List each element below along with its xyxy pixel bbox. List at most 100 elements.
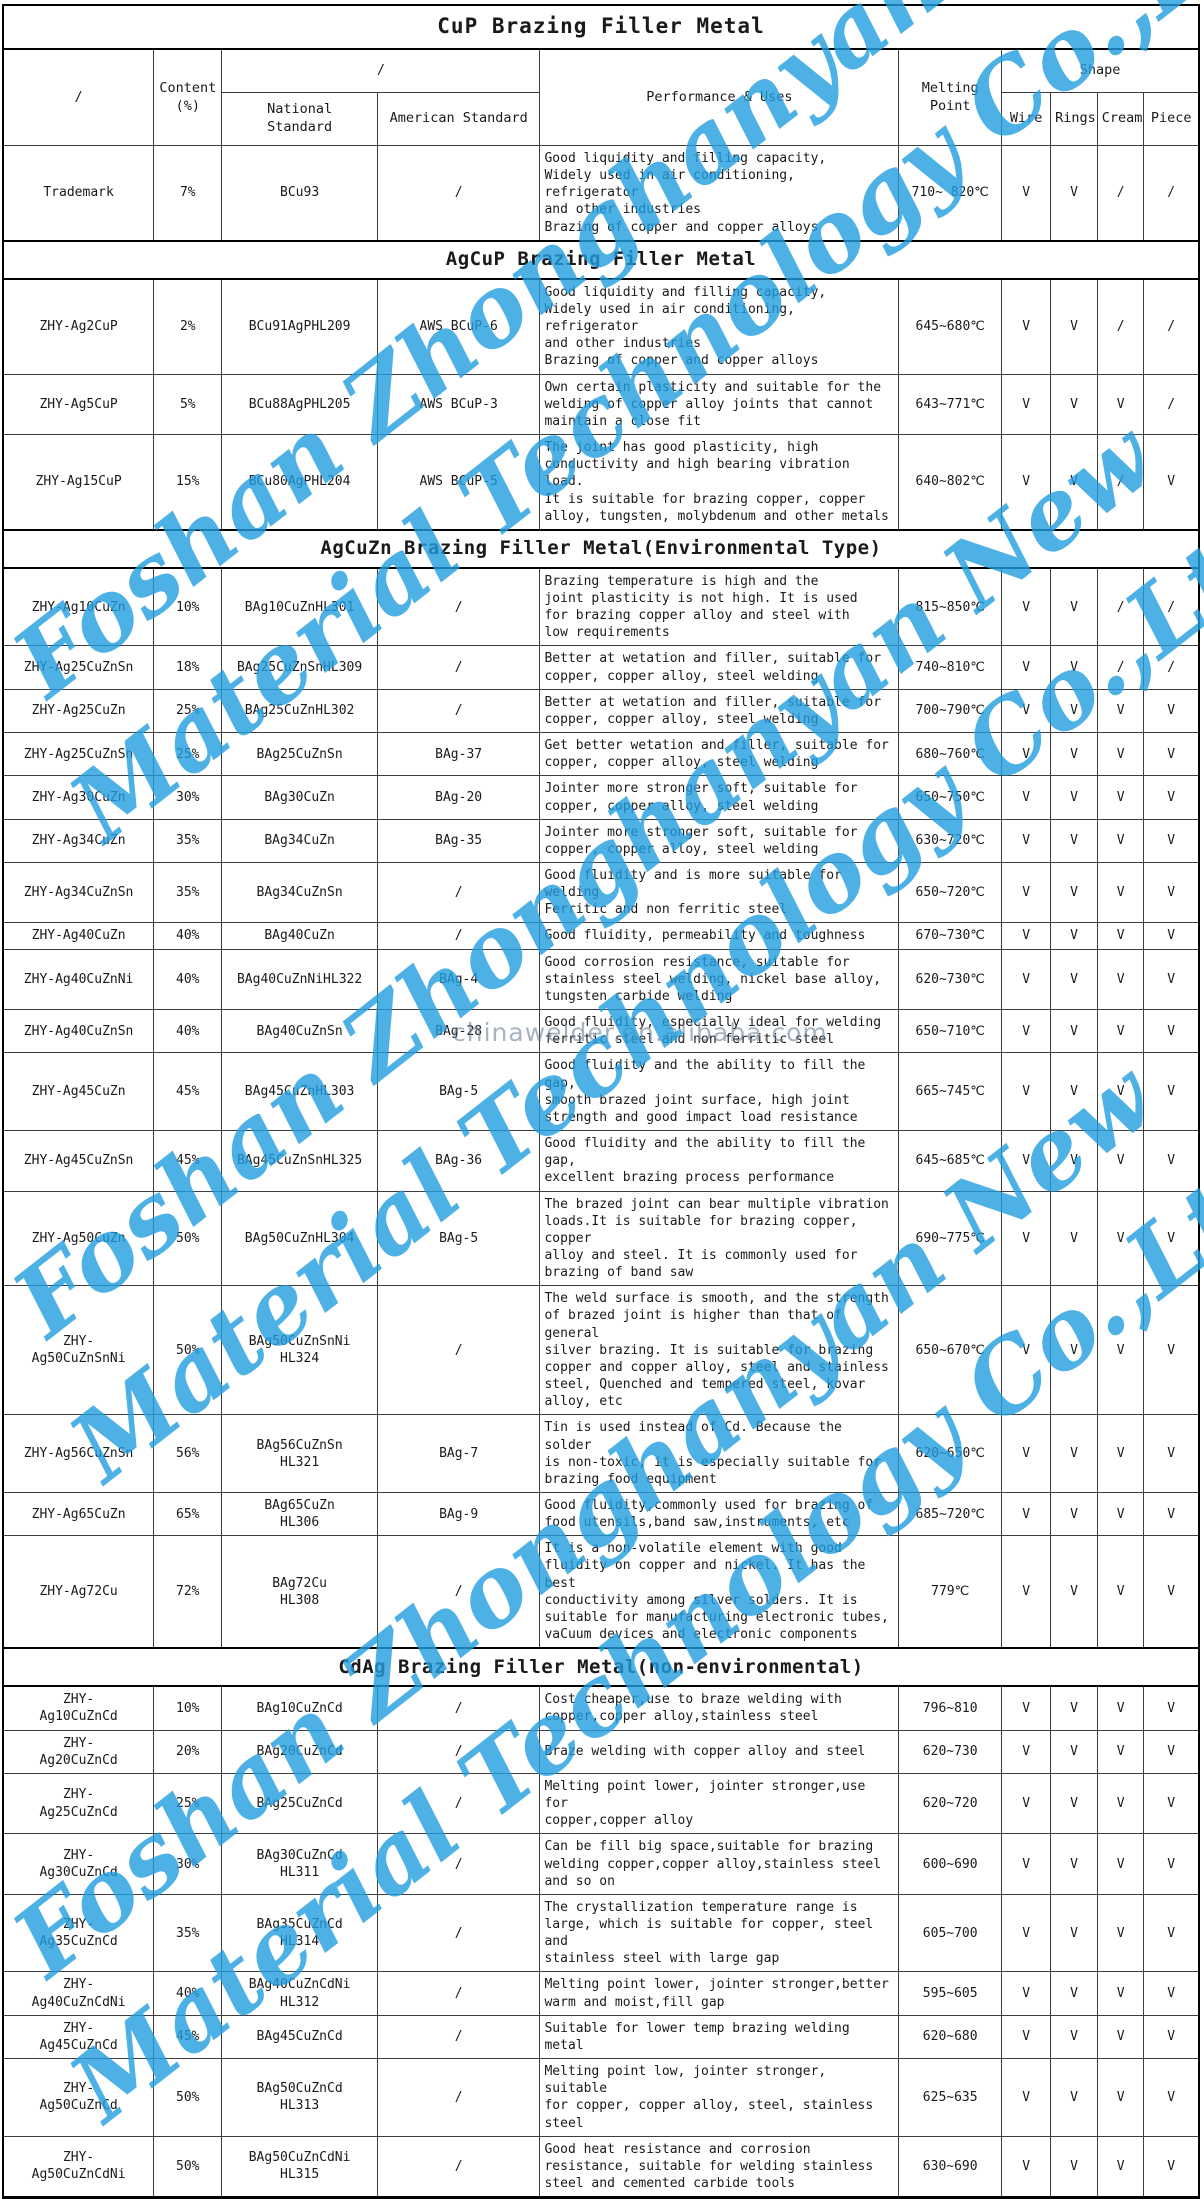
- cream-shape-cell: V: [1096, 1052, 1145, 1132]
- table-row: ZHY-Ag15CuP 15% BCu80AgPHL204 AWS BCuP-5 The…: [2, 434, 1200, 531]
- table-row: ZHY-Ag34CuZn 35% BAg34CuZn BAg-35 Jointer mo…: [2, 818, 1200, 864]
- national-standard-cell: BAg25CuZnCd: [221, 1772, 378, 1835]
- american-standard-cell: /: [376, 645, 541, 690]
- rings-shape-cell: V: [1050, 2014, 1098, 2060]
- american-standard-cell: /: [376, 2014, 541, 2060]
- national-standard-cell: BAg72Cu HL308: [221, 1535, 378, 1649]
- national-standard-cell: BAg34CuZnSn: [221, 861, 378, 924]
- table-row: ZHY-Ag25CuZn 25% BAg25CuZnHL302/Better at …: [2, 688, 1200, 734]
- american-standard-cell: /: [376, 1535, 541, 1649]
- table-row: ZHY- Ag30CuZnCd 30% BAg30CuZnCd HL311/Can …: [2, 1833, 1200, 1895]
- table-row: ZHY- Ag20CuZnCd 20% BAg20CuZnCd / Braze weld…: [2, 1729, 1200, 1774]
- content-percent-cell: 50%: [153, 2058, 223, 2137]
- rings-shape-cell: V: [1050, 948, 1098, 1011]
- cream-shape-cell: V: [1096, 1009, 1145, 1054]
- national-standard-cell: BAg50CuZnCd HL313: [221, 2058, 378, 2137]
- content-percent-cell: 45%: [153, 2014, 223, 2060]
- table-row: ZHY-Ag25CuZnSn 25% BAg25CuZnSn BAg-37 Get be…: [2, 732, 1200, 777]
- national-standard-cell: BCu93: [221, 144, 378, 242]
- trademark-cell: ZHY-Ag50CuZn: [2, 1190, 155, 1287]
- trademark-cell: ZHY-Ag10CuZn: [2, 567, 155, 647]
- national-standard-cell: BAg40CuZnCdNi HL312: [221, 1971, 378, 2016]
- rings-shape-cell: V: [1050, 1772, 1098, 1835]
- trademark-cell: ZHY-Ag25CuZnSn: [2, 645, 155, 690]
- trademark-cell: ZHY- Ag50CuZnCdNi: [2, 2135, 155, 2199]
- piece-shape-cell: V: [1143, 1052, 1200, 1132]
- rings-shape-cell: V: [1050, 1009, 1098, 1054]
- performance-cell: Suitable for lower temp brazing welding …: [539, 2014, 900, 2060]
- table-row: ZHY-Ag72Cu 72% BAg72Cu HL308/It is a non-v…: [2, 1535, 1200, 1649]
- national-standard-cell: BAg40CuZnNiHL322: [221, 948, 378, 1011]
- melting-point-cell: 643~771℃: [898, 373, 1003, 436]
- cream-shape-cell: V: [1096, 1772, 1145, 1835]
- piece-shape-cell: V: [1143, 1009, 1200, 1054]
- american-standard-cell: BAg-37: [376, 732, 541, 777]
- wire-shape-cell: V: [1001, 948, 1052, 1011]
- national-standard-cell: BAg56CuZnSn HL321: [221, 1414, 378, 1493]
- wire-shape-cell: V: [1001, 688, 1052, 734]
- national-standard-cell: BAg10CuZnCd: [221, 1685, 378, 1731]
- national-standard-cell: BAg40CuZnSn: [221, 1009, 378, 1054]
- performance-cell: The weld surface is smooth, and the stre…: [539, 1285, 900, 1416]
- piece-shape-cell: V: [1143, 732, 1200, 777]
- performance-cell: Better at wetation and filler, suitable …: [539, 688, 900, 734]
- trademark-cell: ZHY-Ag2CuP: [2, 278, 155, 375]
- table-row: ZHY-Ag5CuP 5% BCu88AgPHL205 AWS BCuP-3 Own c…: [2, 373, 1200, 436]
- table-row: ZHY-Ag10CuZn 10% BAg10CuZnHL301/Brazing te…: [2, 567, 1200, 647]
- rings-shape-cell: V: [1050, 645, 1098, 690]
- melting-point-cell: 650~720℃: [898, 861, 1003, 924]
- melting-point-cell: 650~710℃: [898, 1009, 1003, 1054]
- table-row: ZHY- Ag35CuZnCd 35% BAg35CuZnCd HL314/The …: [2, 1893, 1200, 1973]
- content-percent-cell: 35%: [153, 861, 223, 924]
- header-shape-rings: Rings: [1050, 92, 1098, 146]
- trademark-cell: ZHY- Ag50CuZnCd: [2, 2058, 155, 2137]
- cream-shape-cell: /: [1096, 434, 1145, 531]
- rings-shape-cell: V: [1050, 861, 1098, 924]
- trademark-cell: ZHY-Ag45CuZn: [2, 1052, 155, 1132]
- piece-shape-cell: V: [1143, 2014, 1200, 2060]
- national-standard-cell: BCu80AgPHL204: [221, 434, 378, 531]
- wire-shape-cell: V: [1001, 1285, 1052, 1416]
- table-row: ZHY-Ag30CuZn 30% BAg30CuZn BAg-20 Jointer mo…: [2, 775, 1200, 820]
- section-header-row: CdAg Brazing Filler Metal(non-environmen…: [2, 1647, 1200, 1688]
- page-title: CuP Brazing Filler Metal: [2, 4, 1200, 50]
- american-standard-cell: /: [376, 1685, 541, 1731]
- rings-shape-cell: V: [1050, 144, 1098, 242]
- table-row: ZHY- Ag40CuZnCdNi 40% BAg40CuZnCdNi HL312/…: [2, 1971, 1200, 2016]
- performance-cell: The joint has good plasticity, high cond…: [539, 434, 900, 531]
- piece-shape-cell: V: [1143, 2135, 1200, 2199]
- table-row: ZHY-Ag40CuZnSn 40% BAg40CuZnSn BAg-28 Good f…: [2, 1009, 1200, 1054]
- content-percent-cell: 40%: [153, 1009, 223, 1054]
- content-percent-cell: 15%: [153, 434, 223, 531]
- piece-shape-cell: V: [1143, 818, 1200, 864]
- wire-shape-cell: V: [1001, 2058, 1052, 2137]
- cream-shape-cell: V: [1096, 922, 1145, 950]
- performance-cell: Can be fill big space,suitable for brazi…: [539, 1833, 900, 1895]
- cream-shape-cell: V: [1096, 2135, 1145, 2199]
- content-percent-cell: 50%: [153, 1190, 223, 1287]
- rings-shape-cell: V: [1050, 1130, 1098, 1192]
- cream-shape-cell: V: [1096, 1414, 1145, 1493]
- cream-shape-cell: V: [1096, 1130, 1145, 1192]
- american-standard-cell: BAg-35: [376, 818, 541, 864]
- table-row: ZHY- Ag50CuZnCdNi 50% BAg50CuZnCdNi HL315/…: [2, 2135, 1200, 2199]
- section-header-row: AgCuZn Brazing Filler Metal(Environmenta…: [2, 528, 1200, 569]
- performance-cell: Good corrosion resistance, suitable for …: [539, 948, 900, 1011]
- content-percent-cell: 18%: [153, 645, 223, 690]
- american-standard-cell: BAg-36: [376, 1130, 541, 1192]
- melting-point-cell: 630~720℃: [898, 818, 1003, 864]
- rings-shape-cell: V: [1050, 1971, 1098, 2016]
- header-melting: Melting Point: [898, 48, 1003, 146]
- trademark-cell: ZHY- Ag25CuZnCd: [2, 1772, 155, 1835]
- rings-shape-cell: V: [1050, 1285, 1098, 1416]
- performance-cell: Cost cheaper,use to braze welding with c…: [539, 1685, 900, 1731]
- cream-shape-cell: V: [1096, 1285, 1145, 1416]
- rings-shape-cell: V: [1050, 1414, 1098, 1493]
- header-row-1: / Content (%) / Performance & Uses Melti…: [2, 48, 1200, 146]
- content-percent-cell: 40%: [153, 1971, 223, 2016]
- content-percent-cell: 20%: [153, 1729, 223, 1774]
- performance-cell: Good fluidity, especially ideal for weld…: [539, 1009, 900, 1054]
- content-percent-cell: 45%: [153, 1130, 223, 1192]
- header-content: Content (%): [153, 48, 223, 146]
- wire-shape-cell: V: [1001, 1685, 1052, 1731]
